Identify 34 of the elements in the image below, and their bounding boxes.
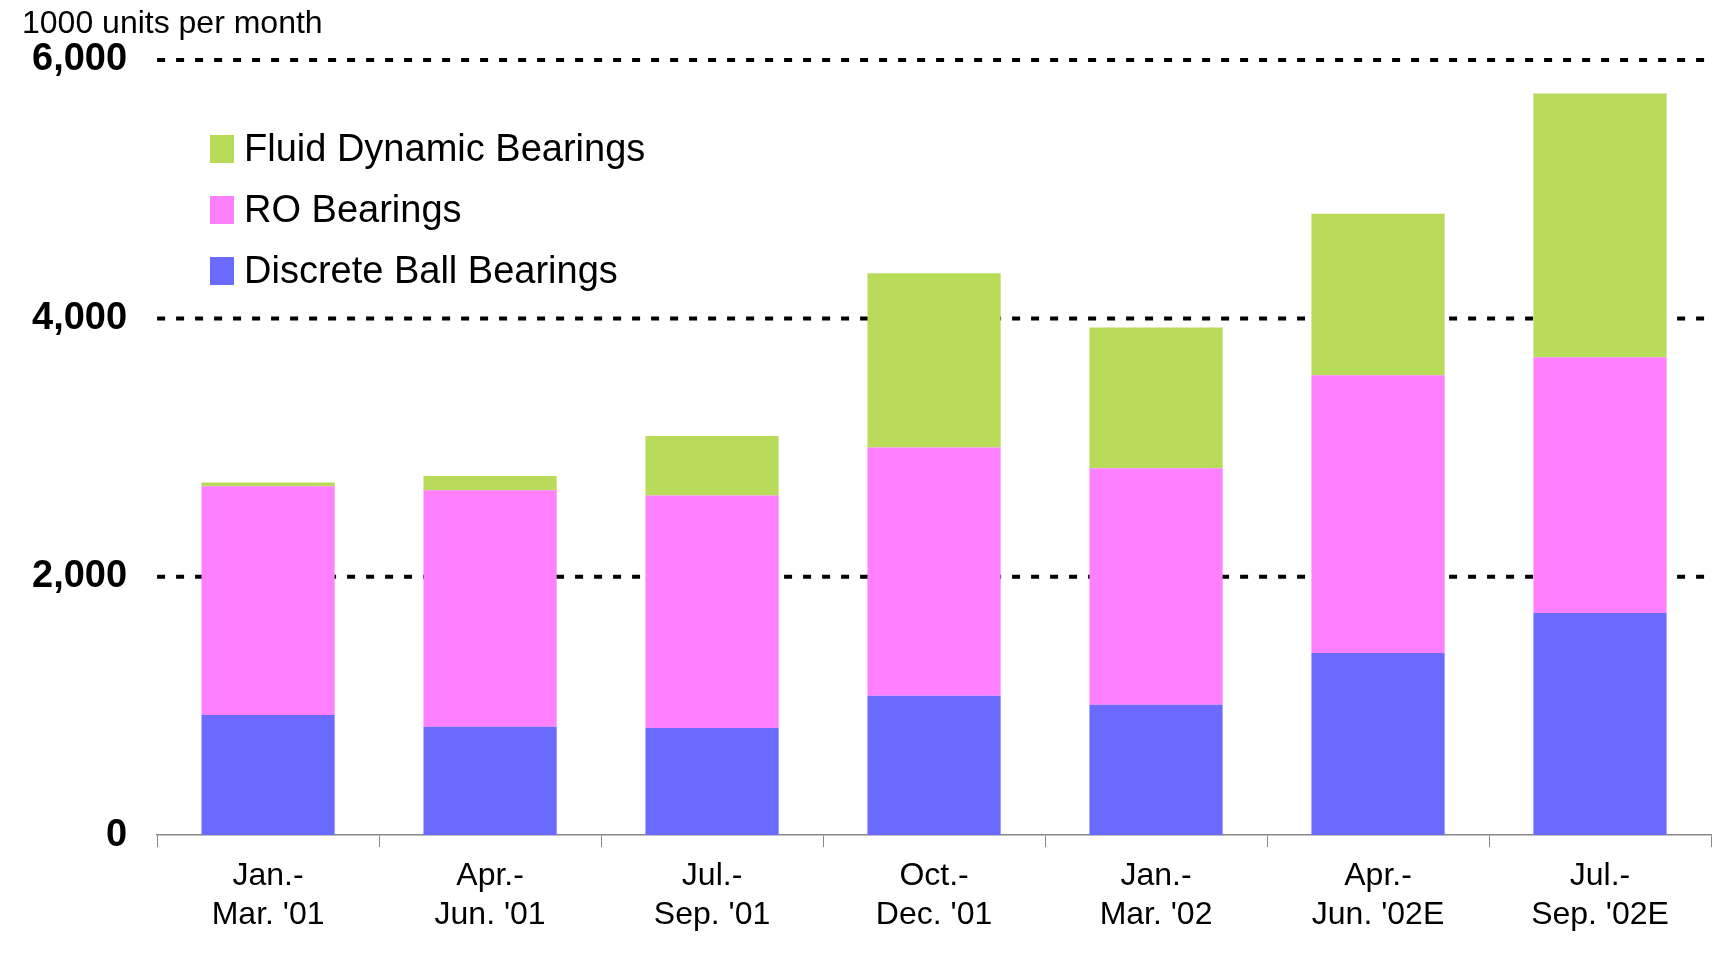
x-tick-label: Apr.- Jun. '02E: [1311, 856, 1445, 931]
bar: [423, 490, 557, 727]
x-tick-label: Jul.- Sep. '02E: [1531, 856, 1669, 931]
bar: [1089, 327, 1223, 469]
legend-label: RO Bearings: [244, 188, 462, 231]
bar: [1311, 213, 1445, 376]
bar: [1533, 93, 1667, 358]
legend-label: Fluid Dynamic Bearings: [244, 127, 646, 170]
bar: [867, 447, 1001, 696]
bar: [645, 435, 779, 496]
bar: [423, 476, 557, 491]
x-tick-label: Jul.- Sep. '01: [653, 856, 771, 931]
bar: [1089, 468, 1223, 705]
legend-label: Discrete Ball Bearings: [244, 249, 618, 292]
y-tick-label: 2,000: [32, 553, 128, 596]
bar: [201, 715, 335, 836]
x-tick-label: Jan.- Mar. '01: [211, 856, 325, 931]
y-tick-label: 0: [105, 811, 128, 854]
bar: [423, 726, 557, 836]
bar: [645, 727, 779, 836]
bar: [645, 495, 779, 728]
bar: [1533, 612, 1667, 836]
bar: [1311, 375, 1445, 654]
y-tick-label: 4,000: [32, 294, 128, 337]
bar: [867, 695, 1001, 836]
bar: [1089, 704, 1223, 836]
x-tick-label: Apr.- Jun. '01: [434, 856, 546, 931]
x-tick-label: Oct.- Dec. '01: [875, 856, 993, 931]
bar: [1311, 653, 1445, 836]
bar: [1533, 357, 1667, 613]
bar: [201, 486, 335, 716]
x-tick-label: Jan.- Mar. '02: [1099, 856, 1213, 931]
bar: [867, 273, 1001, 448]
bar: [201, 482, 335, 487]
